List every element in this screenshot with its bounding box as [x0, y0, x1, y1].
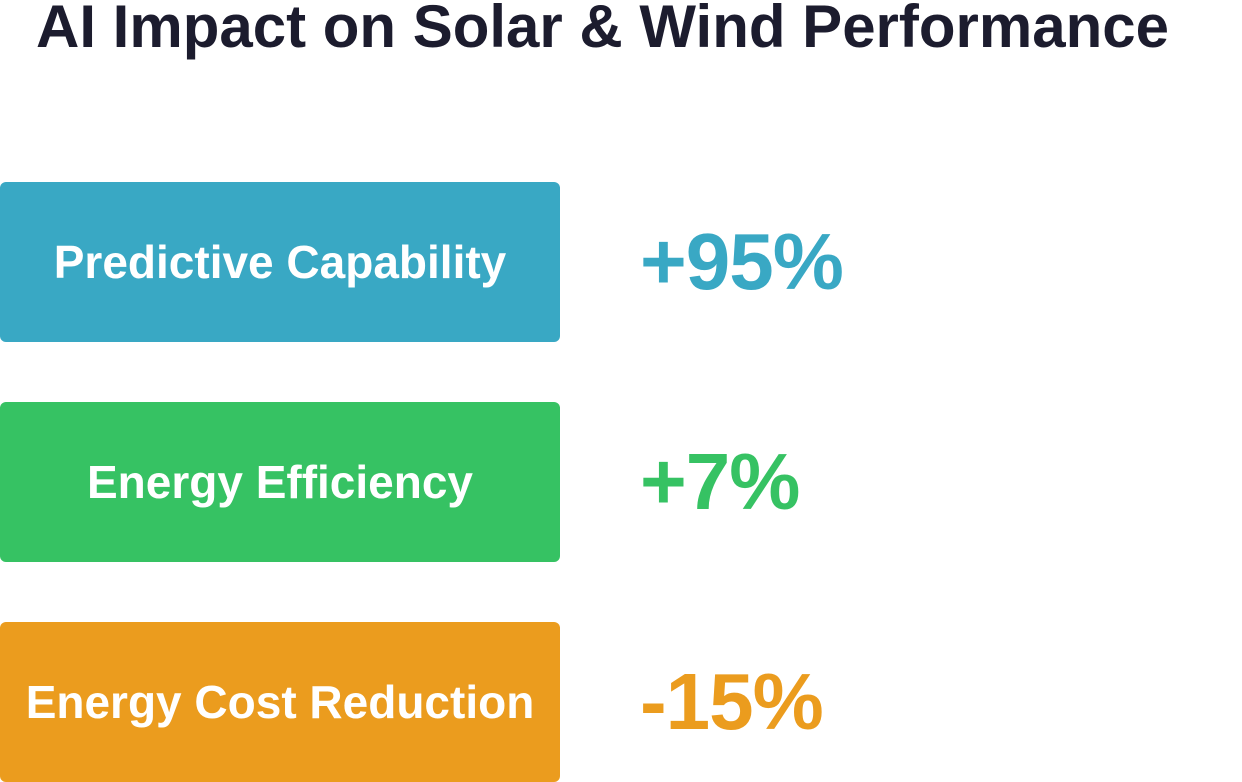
metric-row-energy-efficiency: Energy Efficiency +7% [0, 402, 1242, 562]
metric-label: Predictive Capability [53, 236, 507, 288]
metric-row-energy-cost-reduction: Energy Cost Reduction -15% [0, 622, 1242, 782]
metric-label-box: Predictive Capability [0, 182, 560, 342]
metric-label-box: Energy Cost Reduction [0, 622, 560, 782]
metric-value: -15% [640, 657, 824, 746]
metric-value: +7% [640, 437, 800, 526]
metric-label-box: Energy Efficiency [0, 402, 560, 562]
metric-row-predictive-capability: Predictive Capability +95% [0, 182, 1242, 342]
metric-value: +95% [640, 217, 844, 306]
metric-label: Energy Efficiency [86, 456, 474, 508]
metric-label: Energy Cost Reduction [25, 676, 535, 728]
page-title: AI Impact on Solar & Wind Performance [36, 0, 1169, 60]
